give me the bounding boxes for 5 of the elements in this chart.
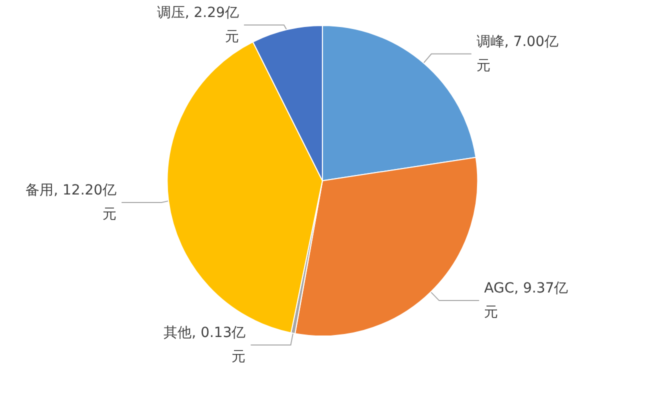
slice-label: AGC, 9.37亿元 bbox=[484, 280, 568, 321]
slice-label: 其他, 0.13亿元 bbox=[164, 324, 246, 365]
slice-label: 调压, 2.29亿元 bbox=[156, 5, 239, 45]
slice-label: 调峰, 7.00亿元 bbox=[476, 34, 558, 74]
slice-label: 备用, 12.20亿元 bbox=[26, 182, 117, 223]
